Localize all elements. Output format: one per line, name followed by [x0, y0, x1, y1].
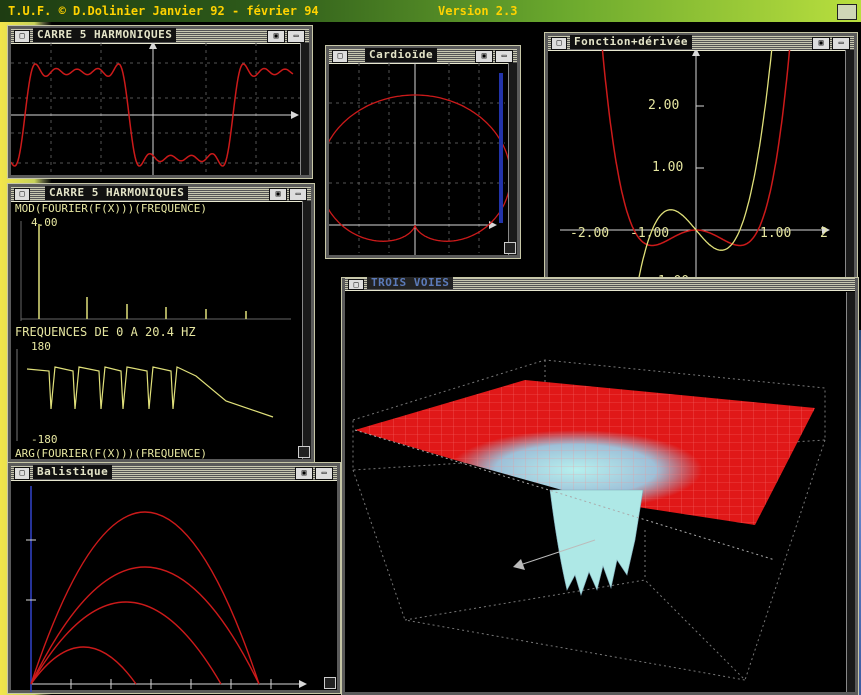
surface-dip [549, 489, 644, 596]
title-bar[interactable]: □ CARRE 5 HARMONIQUES ▣ ▭ [11, 28, 309, 44]
trajectory-curve [30, 601, 222, 685]
phase-curve [26, 366, 274, 418]
close-box-icon[interactable]: □ [551, 37, 567, 50]
trajectory-curves [30, 511, 260, 685]
full-box-icon[interactable]: ▭ [495, 50, 513, 63]
full-box-icon[interactable]: ▭ [315, 467, 333, 480]
scrollbar[interactable] [508, 63, 517, 255]
window-carre-spectrum[interactable]: □ CARRE 5 HARMONIQUES ▣ ▭ MOD(FOURIER(F(… [7, 183, 315, 463]
title-bar[interactable]: □ TROIS VOIES [345, 277, 855, 291]
full-box-icon[interactable]: ▭ [287, 30, 305, 43]
square-wave-plot [11, 43, 301, 175]
label-x-1: 1.00 [760, 226, 792, 241]
spectrum-plot [16, 221, 291, 441]
menu-close-icon[interactable] [837, 4, 857, 20]
close-box-icon[interactable]: □ [348, 279, 364, 290]
derivative-curve [629, 50, 773, 330]
zoom-box-icon[interactable]: ▣ [295, 467, 313, 480]
window-surface-3d[interactable]: □ TROIS VOIES [341, 277, 859, 695]
resize-corner-icon[interactable] [504, 242, 516, 254]
resize-corner-icon[interactable] [324, 677, 336, 689]
trajectory-curve [30, 646, 137, 685]
trajectory-curve [30, 511, 260, 685]
window-title: Balistique [33, 465, 113, 479]
zoom-box-icon[interactable]: ▣ [267, 30, 285, 43]
scrollbar[interactable] [846, 292, 855, 692]
label-y-1: 1.00 [652, 160, 684, 175]
zoom-box-icon[interactable]: ▣ [475, 50, 493, 63]
menu-bar-credits: T.U.F. © D.Dolinier Janvier 92 - février… [8, 4, 319, 18]
scrollbar[interactable] [845, 50, 854, 330]
resize-corner-icon[interactable] [298, 446, 310, 458]
spectrum-header: MOD(FOURIER(F(X)))(FREQUENCE) [15, 202, 208, 215]
title-bar[interactable]: □ Fonction+dérivée ▣ ▭ [548, 35, 854, 51]
scrollbar[interactable] [300, 43, 309, 175]
close-box-icon[interactable]: □ [14, 30, 30, 43]
square-wave-curve [11, 63, 294, 167]
window-title: CARRE 5 HARMONIQUES [45, 186, 189, 200]
window-title: TROIS VOIES [367, 277, 454, 289]
title-bar[interactable]: □ CARRE 5 HARMONIQUES ▣ ▭ [11, 186, 311, 202]
window-title: Cardioïde [365, 48, 438, 62]
frequency-label: FREQUENCES DE 0 A 20.4 HZ [15, 325, 196, 339]
menu-bar-version: Version 2.3 [438, 4, 518, 18]
phase-top-value: 180 [31, 340, 51, 353]
window-carre-top[interactable]: □ CARRE 5 HARMONIQUES ▣ ▭ [7, 25, 313, 179]
window-title: Fonction+dérivée [570, 35, 692, 49]
label-x-m2: -2.00 [570, 226, 610, 241]
menu-bar: T.U.F. © D.Dolinier Janvier 92 - février… [0, 0, 861, 22]
close-box-icon[interactable]: □ [14, 467, 30, 480]
window-balistique[interactable]: □ Balistique ▣ ▭ [7, 462, 341, 694]
label-x-2: 2 [820, 226, 828, 241]
close-box-icon[interactable]: □ [14, 188, 30, 201]
phase-bottom-value: -180 [31, 433, 58, 446]
zoom-box-icon[interactable]: ▣ [269, 188, 287, 201]
label-y-2: 2.00 [648, 98, 680, 113]
cardioid-curve [329, 94, 512, 242]
close-box-icon[interactable]: □ [332, 50, 348, 63]
spectrum-bars [38, 224, 247, 319]
label-x-m1: -1.00 [630, 226, 670, 241]
zoom-box-icon[interactable]: ▣ [812, 37, 830, 50]
surface-3d-plot [352, 359, 826, 681]
window-title: CARRE 5 HARMONIQUES [33, 28, 177, 42]
spectrum-top-value: 4.00 [31, 216, 58, 229]
title-bar[interactable]: □ Balistique ▣ ▭ [11, 465, 337, 481]
full-box-icon[interactable]: ▭ [832, 37, 850, 50]
window-cardioide[interactable]: □ Cardioïde ▣ ▭ [325, 45, 521, 259]
ballistic-plot [26, 486, 307, 692]
full-box-icon[interactable]: ▭ [289, 188, 307, 201]
cardioid-plot [329, 63, 512, 255]
scrollbar[interactable] [302, 201, 311, 459]
title-bar[interactable]: □ Cardioïde ▣ ▭ [329, 48, 517, 64]
trajectory-curve [30, 566, 260, 685]
spectrum-footer: ARG(FOURIER(F(X)))(FREQUENCE) [15, 447, 208, 460]
